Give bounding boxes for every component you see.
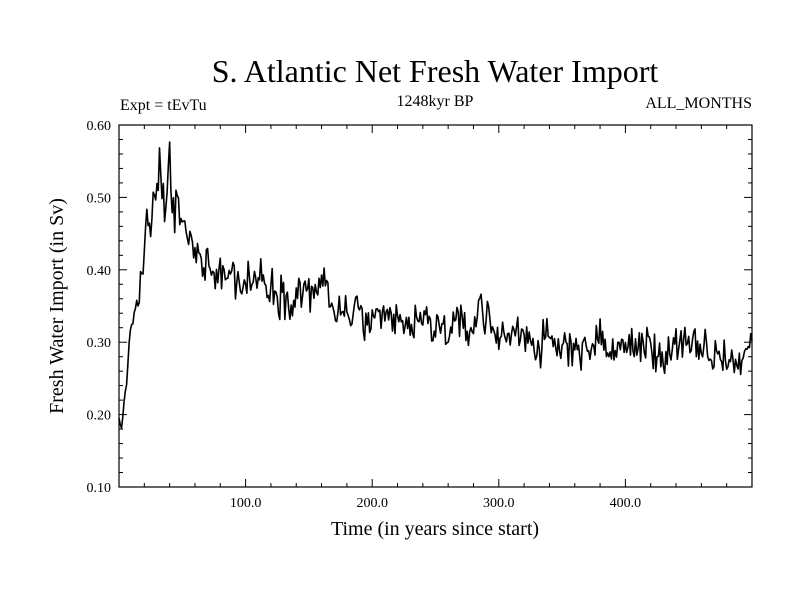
x-axis-label: Time (in years since start): [331, 518, 539, 540]
x-axis-ticks: 100.0 200.0 300.0 400.0: [143, 125, 728, 511]
y-axis-label: Fresh Water Import (in Sv): [46, 198, 68, 414]
x-tick-label: 100.0: [230, 496, 262, 511]
y-tick-label: 0.20: [87, 409, 112, 424]
y-tick-label: 0.30: [87, 336, 112, 351]
x-tick-label: 200.0: [356, 496, 388, 511]
series-line: [118, 141, 753, 429]
y-axis-ticks: 0.10 0.20 0.30 0.40 0.50 0.60: [87, 119, 752, 496]
x-tick-label: 300.0: [483, 496, 515, 511]
y-tick-label: 0.40: [87, 264, 112, 279]
plot-frame: [118, 124, 753, 488]
chart-title: S. Atlantic Net Fresh Water Import: [212, 53, 659, 89]
epoch-label: 1248kyr BP: [397, 93, 474, 110]
series-group: [118, 141, 753, 429]
experiment-label: Expt = tEvTu: [120, 97, 207, 114]
y-tick-label: 0.60: [87, 119, 112, 134]
x-tick-label: 400.0: [610, 496, 642, 511]
y-tick-label: 0.50: [87, 191, 112, 206]
y-tick-label: 0.10: [87, 481, 112, 496]
months-label: ALL_MONTHS: [645, 95, 752, 112]
